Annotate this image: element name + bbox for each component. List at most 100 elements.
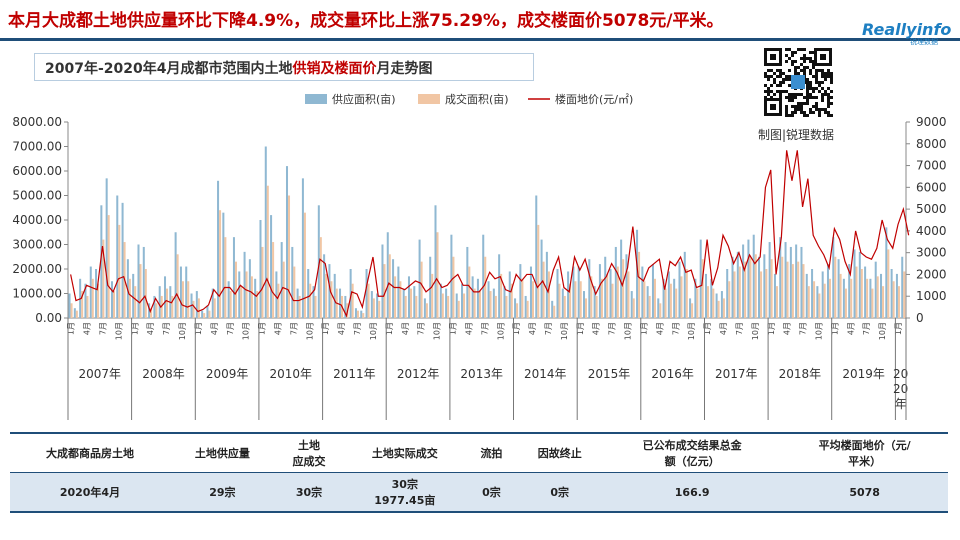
supply-bar xyxy=(694,278,697,318)
deal-bar xyxy=(288,195,291,318)
supply-bar xyxy=(895,273,898,318)
month-tick-label: 4月 xyxy=(83,322,92,335)
deal-bar xyxy=(128,278,131,318)
summary-header-row: 大成都商品房土地 土地供应量 土地 应成交 土地实际成交 流拍 因故终止 已公布成交结果总金额… xyxy=(10,432,948,473)
deal-bar xyxy=(272,242,275,318)
deal-bar xyxy=(457,300,460,318)
summary-value-cell: 30宗 xyxy=(274,472,344,513)
deal-bar xyxy=(266,185,269,318)
supply-bar xyxy=(662,278,665,318)
bar-series xyxy=(68,146,906,318)
deal-bar xyxy=(378,300,381,318)
month-tick-label: 1月 xyxy=(321,322,330,335)
supply-bar xyxy=(752,234,755,318)
deal-bar xyxy=(717,300,720,318)
year-label: 2017年 xyxy=(715,367,758,381)
year-label: 2015年 xyxy=(588,367,631,381)
deal-bar xyxy=(473,288,476,318)
deal-bar xyxy=(240,286,243,318)
deal-bar xyxy=(722,298,725,318)
deal-bar xyxy=(436,232,439,318)
supply-bar xyxy=(344,295,347,318)
supply-bar xyxy=(280,242,283,318)
y-left-tick-label: 6000.00 xyxy=(12,164,62,178)
y-left-tick-label: 0.00 xyxy=(35,311,62,325)
supply-bar xyxy=(285,166,289,318)
supply-bar xyxy=(339,288,342,318)
deal-bar xyxy=(219,210,222,318)
summary-header-cell: 平均楼面地价（元/平米） xyxy=(781,432,948,473)
qr-code-icon xyxy=(762,46,834,118)
supply-bar xyxy=(89,266,92,318)
supply-bar xyxy=(397,266,400,318)
month-tick-label: 10月 xyxy=(624,322,633,340)
supply-bar xyxy=(498,254,501,318)
month-tick-label: 7月 xyxy=(353,322,362,335)
supply-bar xyxy=(795,244,798,318)
deal-bar xyxy=(192,300,195,318)
deal-bar xyxy=(818,293,821,318)
deal-bar xyxy=(102,239,105,318)
deal-bar xyxy=(166,288,169,318)
deal-bar xyxy=(150,308,153,318)
year-label: 2008年 xyxy=(142,367,185,381)
month-tick-label: 4月 xyxy=(783,322,792,335)
deal-bar xyxy=(383,264,386,318)
year-label: 2012年 xyxy=(397,367,440,381)
supply-bar xyxy=(545,251,548,318)
deal-bar xyxy=(510,283,513,318)
supply-bar xyxy=(869,278,872,318)
deal-bar xyxy=(441,293,444,318)
deal-bar xyxy=(489,291,492,318)
deal-bar xyxy=(786,261,789,318)
deal-bar xyxy=(494,295,497,318)
supply-bar xyxy=(354,308,357,318)
legend-swatch-1 xyxy=(418,94,440,104)
supply-bar xyxy=(885,227,888,318)
supply-bar xyxy=(848,264,851,318)
supply-bar xyxy=(323,254,326,318)
supply-bar xyxy=(704,273,708,318)
deal-bar xyxy=(75,310,78,318)
month-tick-label: 4月 xyxy=(464,322,473,335)
supply-bar xyxy=(736,251,739,318)
deal-bar xyxy=(866,278,869,318)
deal-bar xyxy=(171,295,174,318)
y-left-tick-label: 7000.00 xyxy=(12,140,62,154)
chart-title-part3: 月走势图 xyxy=(376,61,433,77)
supply-bar xyxy=(901,256,904,318)
price-line xyxy=(70,150,910,318)
supply-bar xyxy=(317,205,320,318)
supply-bar xyxy=(211,288,214,318)
month-tick-label: 4月 xyxy=(846,322,855,335)
supply-bar xyxy=(811,269,814,318)
month-tick-label: 10月 xyxy=(687,322,696,340)
month-tick-label: 10月 xyxy=(114,322,123,340)
chart-title-part1: 2007年-2020年4月成都市范围内土地 xyxy=(45,61,293,77)
supply-bar xyxy=(826,264,829,318)
supply-bar xyxy=(636,229,639,318)
supply-bar xyxy=(492,288,495,318)
legend-swatch-0 xyxy=(305,94,327,104)
deal-bar xyxy=(754,254,757,318)
summary-header-cell: 大成都商品房土地 xyxy=(10,432,170,473)
deal-bar xyxy=(887,249,890,318)
supply-bar xyxy=(110,281,113,318)
supply-bar xyxy=(185,266,188,318)
supply-bar xyxy=(450,234,453,318)
month-tick-label: 1月 xyxy=(449,322,458,335)
deal-bar xyxy=(797,261,800,318)
logo-subtext: 锐理数据 xyxy=(910,38,938,46)
deal-bar xyxy=(81,291,84,318)
deal-bar xyxy=(325,273,328,318)
month-tick-label: 10月 xyxy=(305,322,314,340)
supply-bar xyxy=(487,281,490,318)
deal-bar xyxy=(234,261,237,318)
supply-bar xyxy=(121,202,124,318)
deal-bar xyxy=(669,283,672,318)
year-label: 2007年 xyxy=(79,367,122,381)
month-tick-label: 7月 xyxy=(671,322,680,335)
month-tick-label: 7月 xyxy=(544,322,553,335)
deal-bar xyxy=(653,278,656,318)
supply-bar xyxy=(429,256,432,318)
